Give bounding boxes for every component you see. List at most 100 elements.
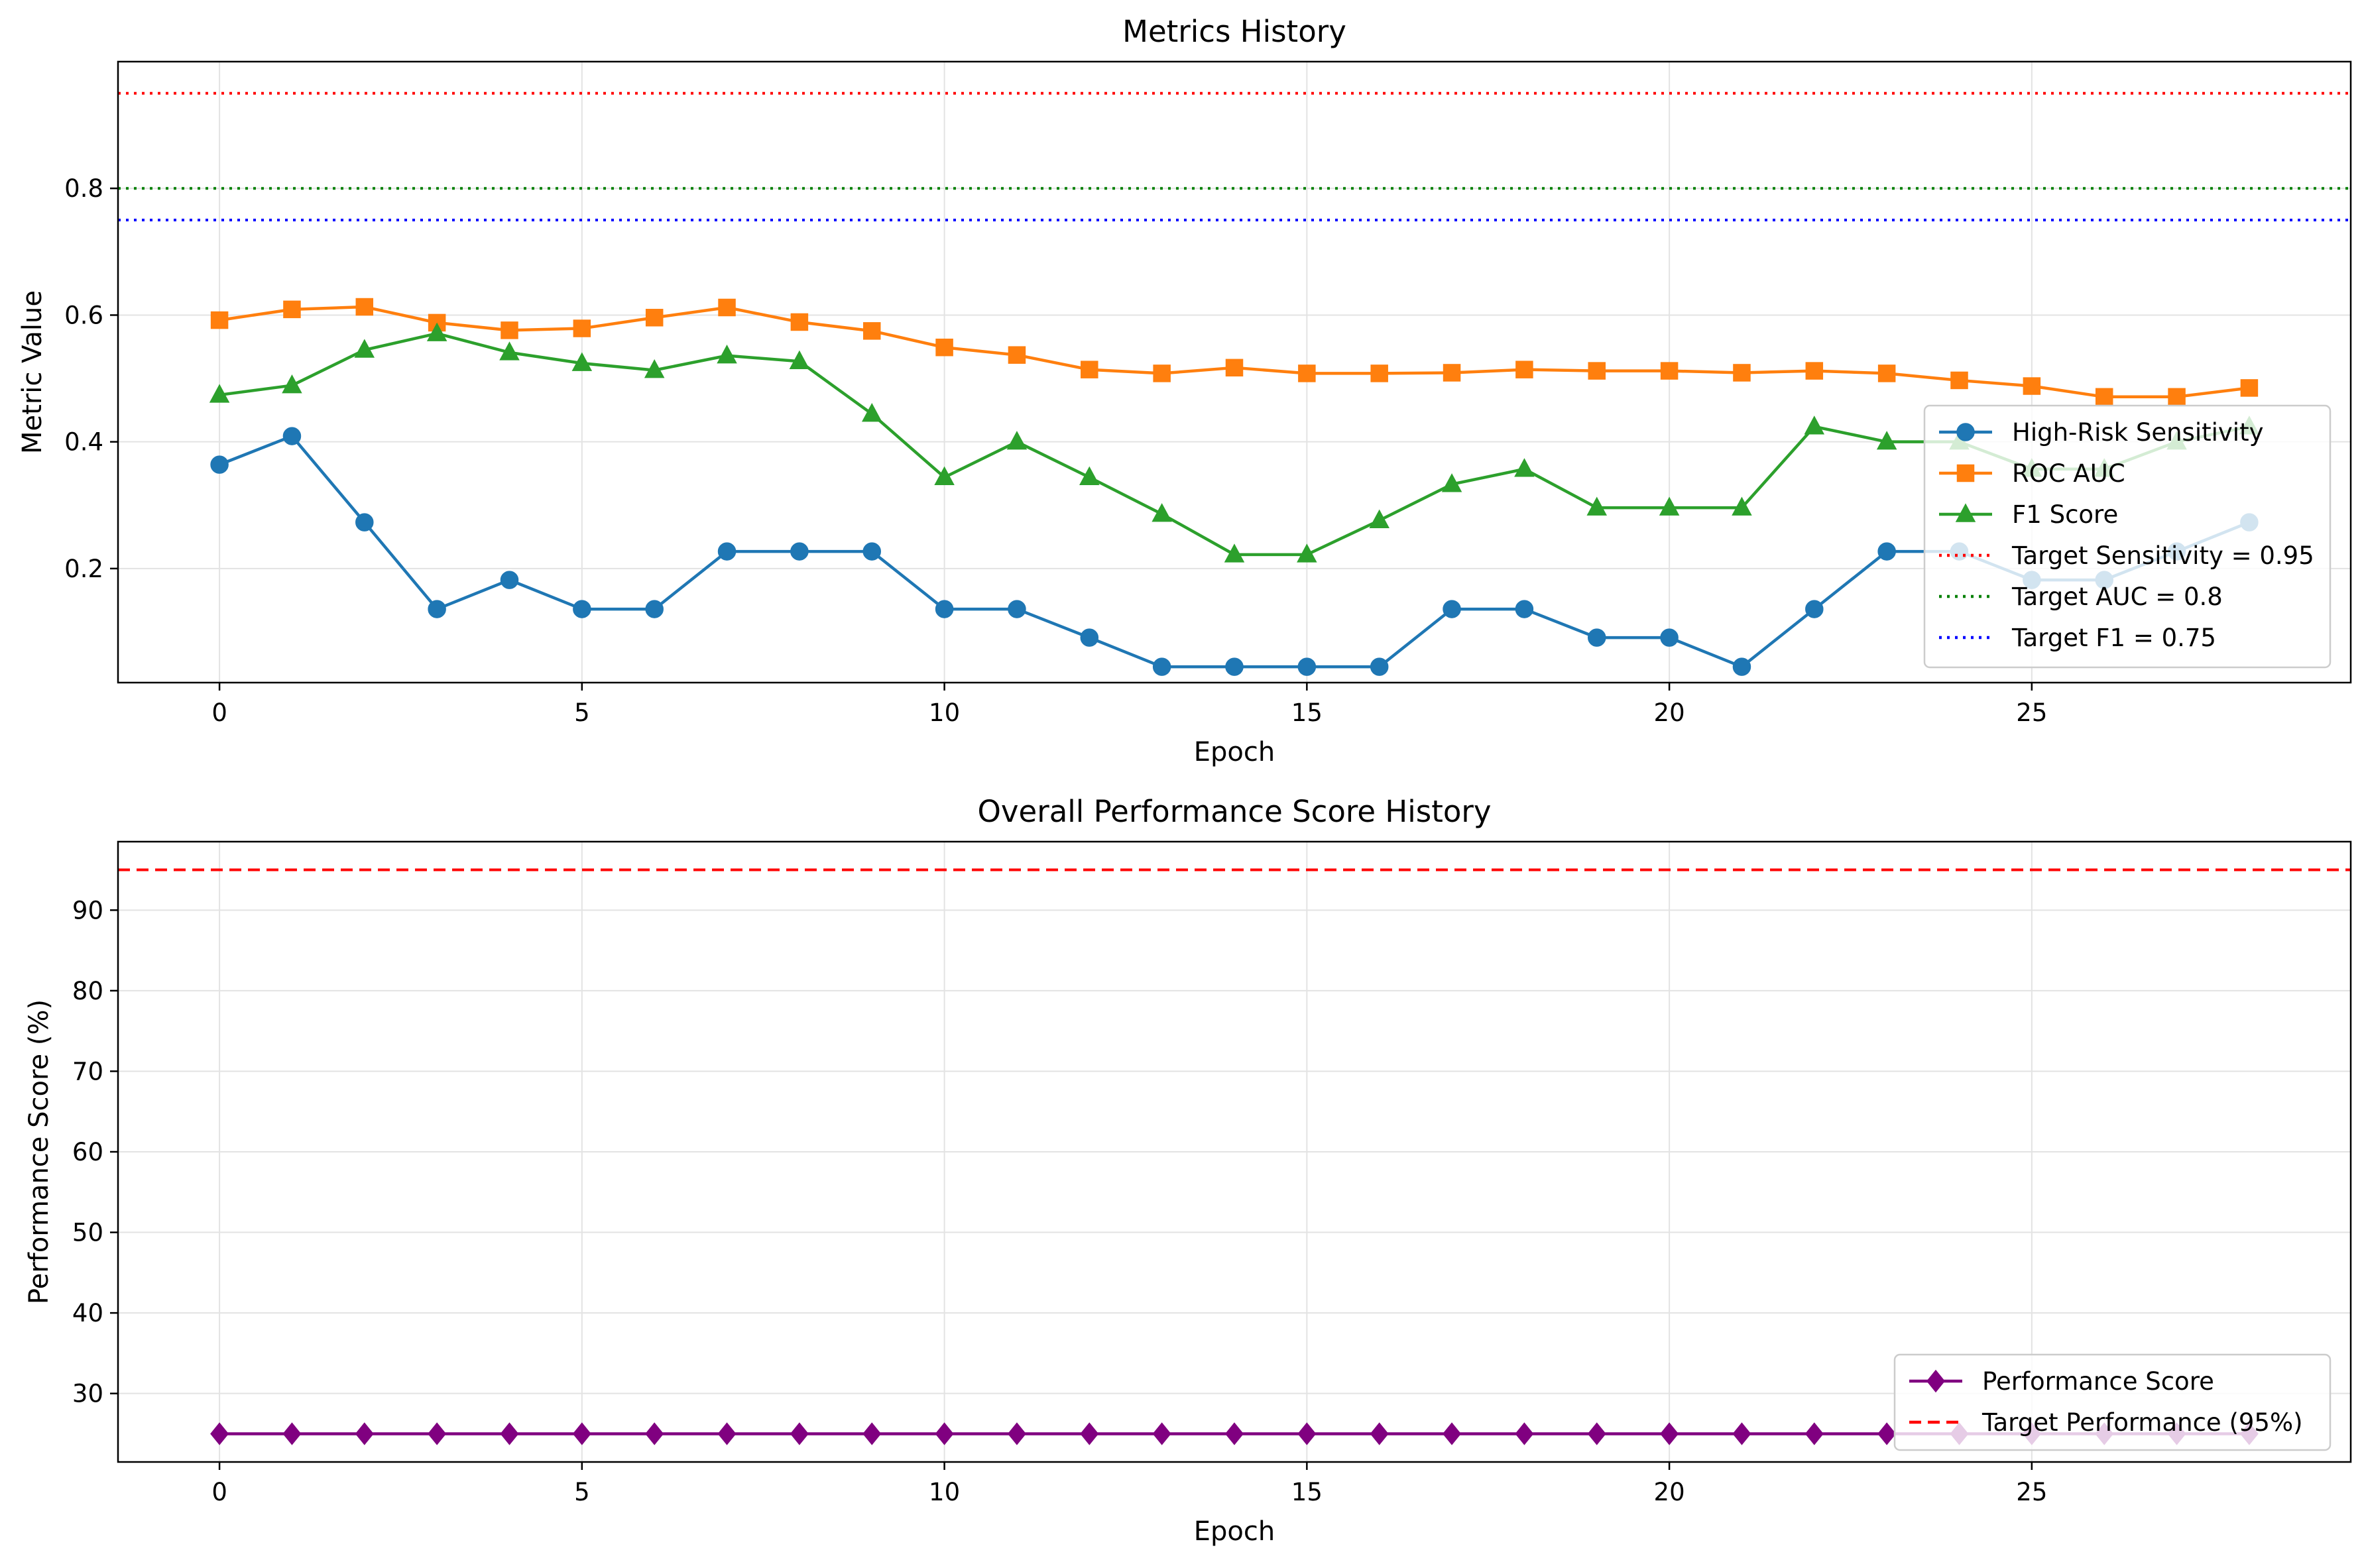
legend-entry-label: Target Sensitivity = 0.95	[2011, 541, 2314, 570]
legend-box	[1923, 404, 2332, 669]
chart-metrics-history: 0 5 10 15 20 25 0.2 0.4 0.6 0.8 Metrics History Epo…	[17, 14, 2352, 767]
data-point	[355, 298, 374, 316]
legend-entry-label: ROC AUC	[2012, 459, 2125, 488]
data-point	[282, 427, 302, 445]
series-1	[210, 298, 2259, 406]
data-point	[210, 311, 229, 329]
data-point	[645, 1422, 664, 1445]
data-point	[355, 513, 374, 532]
data-point	[428, 600, 446, 618]
data-point	[1660, 1422, 1679, 1445]
data-point	[282, 1422, 302, 1445]
data-point	[1370, 364, 1388, 382]
legend-entry-label: Target Performance (95%)	[1981, 1408, 2303, 1437]
data-point	[209, 384, 230, 403]
data-point	[210, 455, 229, 474]
legend-box	[1893, 1353, 2332, 1451]
data-point	[718, 298, 736, 317]
data-point	[1877, 542, 1896, 561]
data-point	[572, 1422, 591, 1445]
data-point	[354, 339, 375, 358]
data-point	[282, 374, 302, 394]
data-point	[1805, 600, 1824, 618]
y-axis-label: Metric Value	[17, 290, 48, 454]
x-axis-label: Epoch	[1194, 1516, 1275, 1547]
data-point	[1733, 364, 1751, 382]
data-point	[1079, 466, 1100, 485]
y-tick-label: 80	[72, 977, 103, 1005]
data-point	[1152, 1422, 1171, 1445]
x-tick-label: 20	[1654, 1478, 1685, 1506]
x-tick-label: 20	[1654, 699, 1685, 727]
y-tick-label: 60	[72, 1138, 103, 1166]
data-point	[1225, 1422, 1244, 1445]
legend-entry-label: High-Risk Sensitivity	[2012, 418, 2263, 447]
data-point	[1297, 657, 1317, 676]
data-point	[1443, 600, 1461, 618]
data-point	[1660, 362, 1679, 380]
data-point	[2240, 379, 2259, 397]
legend-marker	[1956, 464, 1975, 482]
data-point	[644, 359, 665, 378]
data-point	[1152, 657, 1171, 676]
data-point	[1660, 628, 1679, 647]
data-point	[1370, 657, 1389, 676]
data-point	[1080, 628, 1099, 647]
data-point	[1443, 364, 1461, 382]
data-point	[790, 542, 809, 561]
x-tick-label: 25	[2016, 1478, 2047, 1506]
data-point	[717, 542, 737, 561]
y-tick-label: 40	[72, 1299, 103, 1327]
data-point	[1441, 473, 1462, 492]
y-axis-label: Performance Score (%)	[24, 999, 54, 1304]
legend-entry-label: F1 Score	[2012, 500, 2118, 529]
data-point	[862, 1422, 882, 1445]
y-tick-label: 0.2	[64, 555, 103, 583]
y-tick-label: 30	[72, 1380, 103, 1408]
data-point	[1877, 364, 1896, 382]
data-point	[1153, 364, 1171, 382]
data-point	[717, 345, 737, 364]
legend-marker	[1926, 1369, 1945, 1393]
data-point	[210, 1422, 229, 1445]
legend-marker	[1956, 423, 1975, 441]
x-tick-label: 10	[929, 699, 960, 727]
data-point	[935, 1422, 954, 1445]
data-point	[1515, 361, 1533, 378]
data-point	[1804, 1422, 1824, 1445]
data-point	[426, 322, 447, 341]
data-point	[1587, 1422, 1606, 1445]
data-point	[2168, 388, 2186, 406]
data-point	[499, 341, 520, 361]
y-tick-label: 0.6	[64, 301, 103, 329]
data-point	[790, 313, 809, 331]
data-point	[428, 1422, 447, 1445]
data-point	[1225, 359, 1244, 377]
data-point	[1370, 1422, 1389, 1445]
x-tick-label: 15	[1291, 1478, 1323, 1506]
data-point	[573, 600, 591, 618]
data-point	[1877, 1422, 1897, 1445]
data-point	[645, 600, 664, 618]
data-point	[500, 1422, 519, 1445]
data-point	[1298, 364, 1316, 382]
data-point	[1804, 416, 1825, 435]
legend-marker	[1955, 503, 1976, 522]
y-tick-label: 50	[72, 1219, 103, 1247]
x-tick-label: 25	[2016, 699, 2047, 727]
data-point	[1588, 628, 1606, 647]
x-axis-label: Epoch	[1194, 737, 1275, 767]
data-point	[1515, 1422, 1534, 1445]
y-tick-label: 0.4	[64, 428, 103, 457]
data-point	[1081, 361, 1098, 378]
x-tick-label: 0	[211, 699, 227, 727]
data-point	[573, 319, 591, 337]
data-point	[1443, 1422, 1462, 1445]
data-point	[1369, 509, 1389, 528]
data-point	[501, 321, 518, 339]
data-point	[1514, 458, 1535, 477]
data-point	[935, 338, 953, 357]
data-point	[861, 403, 882, 422]
data-point	[1007, 1422, 1026, 1445]
